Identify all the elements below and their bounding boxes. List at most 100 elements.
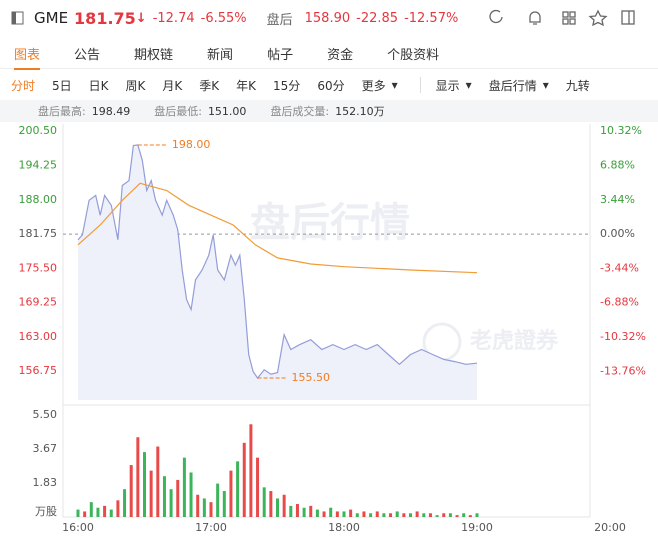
dropdown-arrow[interactable]: ▾	[542, 78, 549, 92]
volume-bar	[269, 491, 273, 517]
volume-bar	[309, 505, 313, 517]
tab[interactable]: 新闻	[207, 47, 234, 63]
dropdown-arrow[interactable]: ▾	[465, 78, 472, 92]
y-tick-label: 163.00	[19, 330, 58, 343]
y2-tick-label: -6.88%	[600, 296, 639, 309]
tab-bar: 图表 公告 期权链 新闻 帖子 资金 个股资料	[0, 38, 658, 70]
separator	[419, 77, 421, 93]
refresh-icon[interactable]	[489, 9, 503, 24]
stat-label: 盘后最低:	[154, 105, 202, 118]
tab[interactable]: 资金	[327, 47, 354, 63]
volume-bar	[249, 424, 253, 517]
volume-bar	[202, 498, 206, 517]
y-tick-label: 169.25	[19, 296, 58, 309]
y2-tick-label: -3.44%	[600, 261, 639, 274]
bell-icon[interactable]	[529, 11, 541, 25]
volume-tick-label: 5.50	[33, 408, 58, 421]
tab[interactable]: 帖子	[267, 47, 294, 63]
volume-bar	[236, 461, 240, 517]
volume-bar	[162, 476, 166, 517]
volume-bar	[349, 509, 353, 517]
volume-bar	[455, 515, 459, 517]
toolbar-button[interactable]: 分时	[11, 78, 36, 93]
volume-bar	[389, 513, 393, 517]
volume-bar	[322, 511, 326, 517]
toolbar-button[interactable]: 周K	[125, 78, 146, 93]
volume-bar	[435, 515, 439, 517]
stat-value: 198.49	[91, 104, 131, 118]
toolbar-button[interactable]: 显示	[435, 78, 460, 93]
x-tick-label: 16:00	[62, 521, 94, 534]
tab[interactable]: 公告	[74, 47, 101, 63]
volume-bar	[222, 491, 226, 517]
x-tick-label: 20:00	[594, 521, 626, 534]
stat-value: 151.00	[207, 104, 247, 118]
volume-bar	[196, 494, 200, 517]
y2-tick-label: -10.32%	[600, 330, 646, 343]
volume-bar	[342, 511, 346, 517]
star-icon[interactable]	[588, 9, 608, 27]
volume-bar	[256, 457, 260, 517]
volume-bar	[468, 515, 472, 517]
y-tick-label: 194.25	[19, 159, 58, 172]
volume-bar	[295, 504, 299, 517]
y2-tick-label: -13.76%	[600, 364, 646, 377]
volume-bar	[302, 507, 306, 517]
price-area	[78, 144, 477, 400]
toolbar-button[interactable]: 5日	[52, 78, 72, 93]
volume-bar	[83, 511, 87, 517]
dropdown-arrow[interactable]: ▾	[391, 78, 398, 92]
change-pct: -6.55%	[200, 10, 247, 26]
price: 181.75	[74, 8, 136, 28]
toolbar-button[interactable]: 盘后行情	[488, 78, 537, 93]
volume-bar	[169, 489, 173, 517]
volume-bar	[428, 513, 432, 517]
tab[interactable]: 图表	[14, 44, 41, 70]
volume-bar	[143, 452, 146, 517]
volume-bar	[76, 509, 80, 517]
toolbar-button[interactable]: 年K	[236, 78, 257, 93]
volume-bar	[362, 511, 366, 517]
volume-bar	[402, 513, 406, 517]
panel-icon[interactable]	[10, 10, 26, 26]
volume-bar	[329, 507, 333, 517]
volume-bar	[409, 513, 412, 517]
y2-tick-label: 0.00%	[600, 227, 635, 240]
toolbar-button[interactable]: 15分	[273, 78, 301, 93]
y-tick-label: 181.75	[19, 227, 58, 240]
x-tick-label: 18:00	[328, 521, 360, 534]
toolbar-button[interactable]: 九转	[565, 78, 590, 93]
volume-bar	[262, 487, 266, 517]
after-label: 盘后	[266, 12, 293, 28]
toolbar-button[interactable]: 月K	[162, 78, 183, 93]
x-tick-label: 19:00	[461, 521, 493, 534]
volume-bar	[89, 502, 93, 517]
toolbar-button[interactable]: 季K	[199, 78, 220, 93]
volume-bar	[382, 513, 386, 517]
volume-bar	[442, 513, 446, 517]
tab[interactable]: 个股资料	[387, 47, 440, 63]
tab[interactable]: 期权链	[134, 47, 174, 63]
volume-bar	[369, 513, 373, 517]
toolbar-button[interactable]: 日K	[88, 78, 109, 93]
watermark: 盘后行情	[250, 200, 410, 246]
grid-icon[interactable]	[562, 11, 569, 18]
volume-bar	[216, 483, 220, 517]
volume-bar	[315, 509, 319, 517]
volume-bar	[415, 511, 419, 517]
y-tick-label: 175.50	[19, 261, 58, 274]
y-tick-label: 200.50	[19, 124, 58, 137]
stat-value: 152.10万	[335, 105, 385, 118]
change: -12.74	[152, 10, 195, 26]
volume-bar	[282, 494, 286, 517]
toolbar-button[interactable]: 60分	[317, 78, 345, 93]
y-tick-label: 188.00	[19, 193, 58, 206]
toolbar-button[interactable]: 更多	[361, 78, 386, 93]
volume-bar	[242, 442, 246, 517]
down-arrow: ↓	[135, 10, 147, 26]
layout-icon[interactable]	[621, 10, 635, 25]
y2-tick-label: 10.32%	[600, 124, 642, 137]
volume-bar	[462, 513, 466, 517]
